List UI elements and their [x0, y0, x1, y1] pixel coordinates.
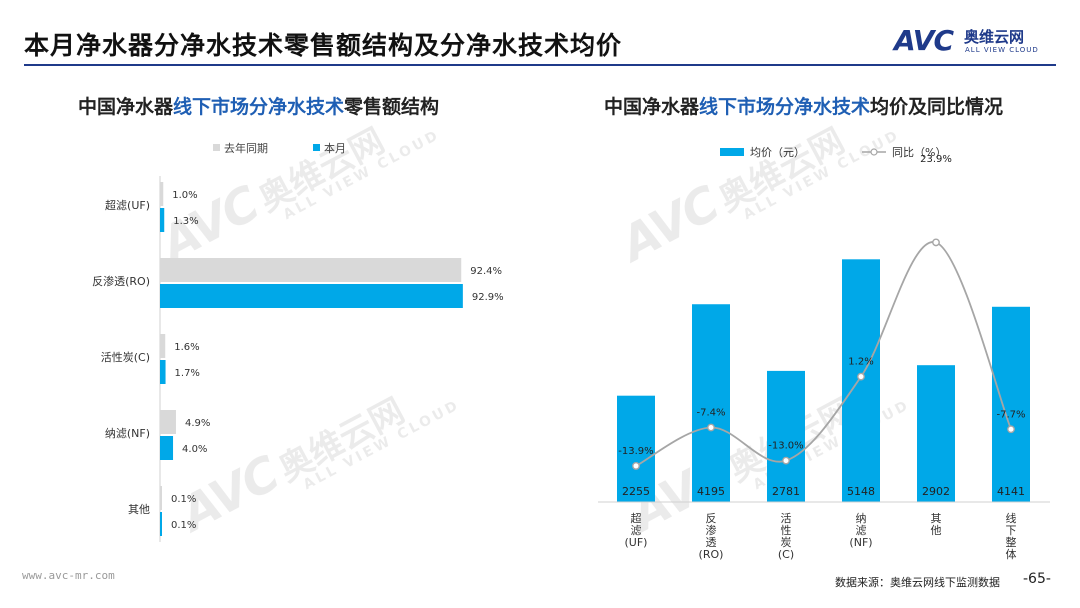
footer-url: www.avc-mr.com	[22, 569, 115, 582]
category-label: 纳滤(NF)	[849, 512, 872, 549]
bar-value-label: 4195	[697, 485, 725, 498]
legend-label-price: 均价（元）	[750, 146, 805, 159]
bar-last-year	[160, 258, 462, 282]
bar-avg-price	[842, 259, 880, 502]
category-label: 其他	[128, 503, 150, 516]
logo-mark: AVC	[894, 24, 954, 57]
avg-price-chart: 均价（元） 同比（%） 2255 4195 2781 5148 2902 4141 -13.9%…	[598, 146, 1050, 561]
data-label: 0.1%	[171, 520, 196, 531]
yoy-point	[707, 423, 715, 432]
bar-last-year	[160, 182, 164, 206]
bar-avg-price	[692, 304, 730, 502]
category-label: 其他	[931, 512, 942, 537]
title-rule	[24, 64, 1056, 66]
left-chart-title: 中国净水器线下市场分净水技术零售额结构	[78, 96, 440, 118]
bar-avg-price	[767, 370, 805, 502]
data-label: 4.0%	[182, 444, 207, 455]
yoy-value-label: -7.7%	[996, 409, 1025, 420]
bar-last-year	[160, 410, 176, 434]
bar-avg-price	[917, 365, 955, 502]
yoy-value-label: -13.9%	[618, 446, 653, 457]
bar-last-year	[160, 486, 162, 510]
category-label: 活性炭(C)	[778, 512, 794, 561]
logo-name: 奥维云网	[964, 28, 1025, 46]
page-number: -65-	[1023, 571, 1051, 587]
legend-label-yoy: 同比（%）	[892, 146, 946, 159]
yoy-value-label: 1.2%	[848, 357, 873, 368]
category-label: 超滤(UF)	[625, 511, 648, 549]
legend-swatch-price	[720, 148, 744, 156]
logo-tagline: ALL VIEW CLOUD	[965, 46, 1039, 54]
category-label: 活性炭(C)	[101, 350, 150, 364]
legend-marker-yoy	[870, 148, 878, 156]
bar-value-label: 2781	[772, 485, 800, 498]
bar-value-label: 5148	[847, 485, 875, 498]
bar-value-label: 2255	[622, 485, 650, 498]
bar-avg-price	[617, 395, 655, 502]
yoy-value-label: -7.4%	[696, 407, 725, 418]
bar-this-month	[160, 512, 162, 536]
data-label: 4.9%	[185, 418, 210, 429]
yoy-point	[632, 462, 640, 470]
legend-swatch-this-month	[313, 144, 320, 151]
bar-value-label: 2902	[922, 485, 950, 498]
category-label: 超滤(UF)	[105, 198, 150, 212]
right-chart-title: 中国净水器线下市场分净水技术均价及同比情况	[604, 96, 1004, 118]
category-label: 纳滤(NF)	[105, 427, 150, 440]
page-title: 本月净水器分净水技术零售额结构及分净水技术均价	[24, 31, 623, 60]
bar-this-month	[160, 436, 174, 460]
data-label: 1.3%	[173, 216, 198, 227]
bar-this-month	[160, 208, 165, 232]
category-label: 反渗透(RO)	[699, 512, 724, 561]
bar-avg-price	[992, 306, 1030, 502]
yoy-value-label: -13.0%	[768, 441, 803, 452]
bar-last-year	[160, 334, 166, 358]
brand-logo: AVC 奥维云网 ALL VIEW CLOUD	[894, 24, 1054, 58]
bar-this-month	[160, 360, 166, 384]
data-label: 1.6%	[174, 342, 199, 353]
data-label: 1.0%	[172, 190, 197, 201]
data-label: 0.1%	[171, 494, 196, 505]
bar-value-label: 4141	[997, 485, 1025, 498]
data-source: 数据来源：奥维云网线下监测数据	[835, 576, 1000, 589]
yoy-point	[857, 372, 865, 381]
data-label: 1.7%	[175, 368, 200, 379]
bar-this-month	[160, 284, 463, 308]
yoy-value-label: 23.9%	[920, 154, 952, 165]
yoy-point	[782, 456, 790, 465]
category-label: 线下整体	[1006, 511, 1017, 561]
yoy-point	[932, 238, 940, 247]
legend-label-last-year: 去年同期	[224, 141, 268, 155]
data-label: 92.4%	[470, 266, 502, 277]
category-label: 反渗透(RO)	[92, 274, 150, 288]
legend-swatch-last-year	[213, 144, 220, 151]
data-label: 92.9%	[472, 292, 504, 303]
yoy-point	[1007, 425, 1015, 434]
legend-label-this-month: 本月	[324, 141, 346, 155]
